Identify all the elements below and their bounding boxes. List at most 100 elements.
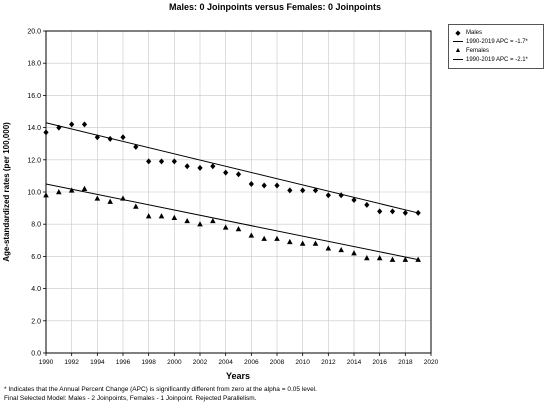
fit-line-females [45,183,419,261]
data-point-males [300,187,306,194]
axis-ticks: 1990 1992 1994 1996 1998 2000 2002 2004 2006 2008… [27,29,438,367]
data-point-males [312,187,319,194]
data-point-males [69,121,75,128]
legend-item-females-fit: 1990-2019 APC = -2.1* [453,55,528,64]
x-tick-label: 2010 [295,359,310,366]
y-tick-label: 16.0 [27,93,41,100]
footnote-apc: * Indicates that the Annual Percent Chan… [4,386,317,393]
data-point-males [351,197,357,204]
y-tick-label: 10.0 [27,190,41,197]
x-tick-label: 2016 [372,359,387,366]
fit-line-males [45,122,419,214]
x-tick-label: 2012 [321,359,336,366]
y-tick-label: 12.0 [27,157,41,164]
legend-label-males-fit: 1990-2019 APC = -1.7* [466,38,528,45]
fit-line-icon [453,59,463,60]
data-point-males [43,129,49,136]
chart-title: Males: 0 Joinpoints versus Females: 0 Jo… [168,2,382,12]
data-point-females [338,246,344,253]
data-point-females [94,195,101,201]
y-tick-label: 4.0 [31,286,41,293]
data-point-males [81,121,88,128]
data-point-females [364,255,370,261]
data-point-males [338,192,344,199]
data-point-males [287,187,293,194]
legend-item-males-fit: 1990-2019 APC = -1.7* [453,37,528,46]
data-point-females [145,213,152,219]
data-point-females [248,232,255,238]
fit-line-icon [453,41,463,42]
y-tick-label: 18.0 [27,61,41,68]
data-point-females [325,245,332,251]
data-markers [43,121,421,262]
legend: ◆ Males 1990-2019 APC = -1.7* ▲ Females … [448,24,544,69]
x-tick-label: 2004 [218,359,233,366]
data-point-males [210,163,216,170]
x-tick-label: 1994 [90,359,105,366]
legend-item-males: ◆ Males [453,28,482,37]
data-point-males [107,135,113,142]
data-point-females [222,224,229,230]
x-tick-label: 1990 [39,359,54,366]
data-point-males [389,208,396,215]
legend-label-females-fit: 1990-2019 APC = -2.1* [466,56,528,63]
data-point-females [376,255,383,261]
data-point-males [223,169,229,176]
y-tick-label: 2.0 [31,318,41,325]
data-point-females [299,240,306,246]
y-tick-label: 0.0 [31,351,41,358]
data-point-females [261,235,267,241]
data-point-males [171,158,177,165]
data-point-females [133,203,139,209]
grid [46,31,431,353]
x-tick-label: 1998 [141,359,156,366]
data-point-females [43,192,49,198]
triangle-marker-icon: ▲ [454,47,462,54]
data-point-males [94,134,100,141]
legend-item-females: ▲ Females [453,46,489,55]
x-tick-label: 1996 [116,359,131,366]
data-point-males [56,124,62,131]
data-point-females [68,187,75,193]
data-point-females [197,221,203,227]
data-point-females [389,256,396,262]
y-tick-label: 8.0 [31,222,41,229]
y-axis-label: Age-standardized rates (per 100,000) [2,122,11,262]
x-tick-label: 2008 [270,359,285,366]
data-point-females [287,238,293,245]
x-tick-label: 2020 [424,359,439,366]
data-point-males [146,158,152,165]
data-point-males [120,134,126,141]
data-point-males [325,192,331,199]
legend-label-males: Males [466,29,483,36]
data-point-males [248,180,254,187]
data-point-females [56,189,62,195]
data-point-females [120,195,126,201]
data-point-females [351,250,357,256]
x-tick-label: 2006 [244,359,259,366]
data-point-females [235,226,242,232]
data-point-females [274,235,280,241]
x-tick-label: 2002 [193,359,208,366]
data-point-males [415,209,421,216]
x-tick-label: 2014 [347,359,362,366]
data-point-males [158,158,165,165]
data-point-females [402,256,409,262]
data-point-males [197,164,203,171]
data-point-males [184,163,190,170]
x-tick-label: 2018 [398,359,413,366]
data-point-males [274,182,280,189]
data-point-males [402,209,408,216]
data-point-females [210,217,216,224]
data-point-females [81,185,88,191]
data-point-males [377,208,383,215]
data-point-females [312,240,319,246]
x-axis-label: Years [226,371,250,381]
data-point-females [171,214,178,220]
data-point-males [364,201,370,208]
y-tick-label: 20.0 [27,29,41,36]
data-point-males [261,182,267,189]
data-point-males [133,143,139,150]
x-tick-label: 1992 [64,359,79,366]
data-point-females [107,198,113,204]
